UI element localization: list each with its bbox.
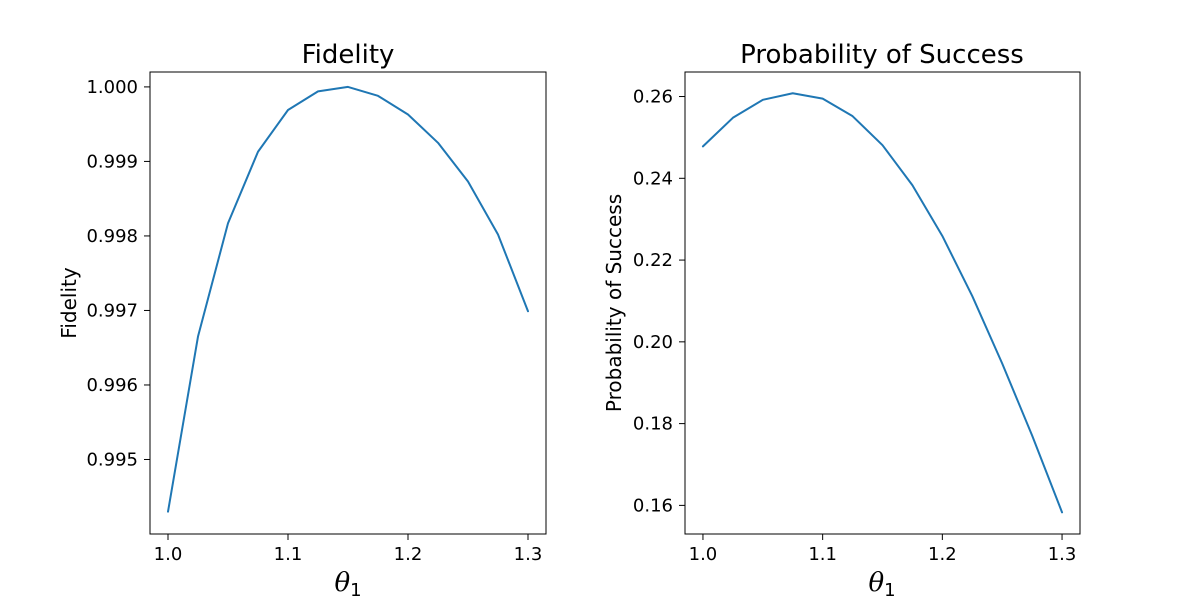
- x-axis-label: θ1: [868, 568, 895, 600]
- probability-of-success-chart: Probability of Success Probability of Su…: [602, 40, 1081, 600]
- x-tick-label: 1.3: [1048, 544, 1077, 565]
- x-tick-label: 1.0: [154, 544, 183, 565]
- x-tick-label: 1.0: [689, 544, 718, 565]
- x-tick-label: 1.1: [274, 544, 303, 565]
- y-tick-label: 0.26: [633, 87, 673, 108]
- y-tick-label: 0.18: [633, 414, 673, 435]
- y-tick-label: 0.999: [86, 151, 138, 172]
- probability-line: [701, 92, 1064, 514]
- y-tick-label: 0.995: [86, 449, 138, 470]
- x-tick-label: 1.2: [394, 544, 423, 565]
- x-tick-label: 1.1: [808, 544, 837, 565]
- chart-title: Fidelity: [302, 40, 395, 70]
- y-tick-label: 0.16: [633, 495, 673, 516]
- chart-title: Probability of Success: [740, 40, 1024, 70]
- ticks-group: 1.0 1.1 1.2 1.3 0.16 0.18 0.20 0.22 0.24 0.26: [633, 87, 1076, 565]
- y-tick-label: 1.000: [86, 77, 138, 98]
- y-tick-label: 0.24: [633, 168, 673, 189]
- y-tick-label: 0.998: [86, 226, 138, 247]
- y-axis-label: Probability of Success: [602, 194, 626, 412]
- ticks-group: 1.0 1.1 1.2 1.3 0.995 0.996 0.997 0.998 0.999 1.0…: [86, 77, 542, 565]
- y-tick-label: 0.997: [86, 300, 138, 321]
- x-axis-label: θ1: [334, 568, 361, 600]
- x-tick-label: 1.3: [514, 544, 543, 565]
- x-axis-label-subscript: 1: [884, 580, 895, 600]
- x-tick-label: 1.2: [928, 544, 957, 565]
- x-axis-label-symbol: θ: [868, 568, 884, 598]
- x-axis-label-subscript: 1: [350, 580, 361, 600]
- fidelity-chart: Fidelity Fidelity θ1 1.0 1.1 1.2 1.3 0.995 0.…: [57, 40, 547, 600]
- y-tick-label: 0.22: [633, 250, 673, 271]
- axes-frame: [684, 71, 1081, 535]
- y-tick-label: 0.996: [86, 375, 138, 396]
- axes-frame: [149, 71, 547, 535]
- y-axis-label: Fidelity: [57, 267, 81, 339]
- fidelity-line: [167, 85, 529, 513]
- y-tick-label: 0.20: [633, 332, 673, 353]
- x-axis-label-symbol: θ: [334, 568, 350, 598]
